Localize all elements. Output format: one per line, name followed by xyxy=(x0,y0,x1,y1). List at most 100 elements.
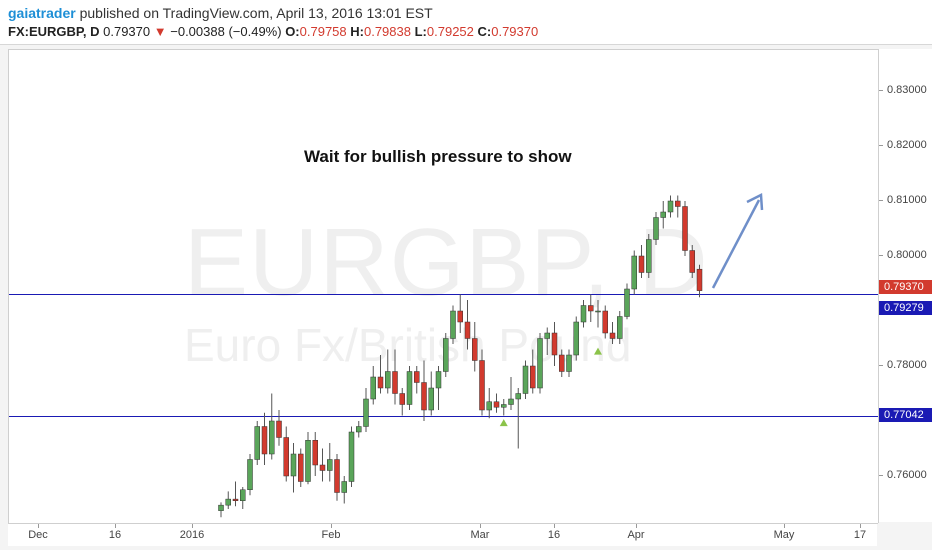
candle[interactable] xyxy=(254,421,260,465)
candle-body-up xyxy=(537,338,543,389)
candle[interactable] xyxy=(443,333,449,377)
candle[interactable] xyxy=(225,491,231,509)
candle[interactable] xyxy=(363,388,369,432)
candle-body-up xyxy=(406,371,413,405)
candle[interactable] xyxy=(675,195,681,218)
price-tick: 0.83000 xyxy=(887,84,927,96)
time-tick-mark xyxy=(554,524,555,528)
candle[interactable] xyxy=(544,327,550,356)
candle[interactable] xyxy=(414,366,420,394)
low-label: L: xyxy=(414,24,427,39)
time-tick-mark xyxy=(636,524,637,528)
candle[interactable] xyxy=(479,349,485,416)
price-axis[interactable]: 0.83000 0.82000 0.81000 0.80000 0.78000 … xyxy=(878,49,932,522)
candle[interactable] xyxy=(232,481,239,507)
candle[interactable] xyxy=(508,377,514,410)
candle[interactable] xyxy=(638,245,645,278)
time-tick: Apr xyxy=(627,529,645,541)
candle[interactable] xyxy=(334,454,340,501)
candle[interactable] xyxy=(276,410,282,446)
candle[interactable] xyxy=(689,245,695,278)
candle[interactable] xyxy=(631,250,637,295)
candle[interactable] xyxy=(472,322,478,372)
candle[interactable] xyxy=(435,366,442,410)
candle[interactable] xyxy=(537,333,543,394)
candle-body-up xyxy=(327,459,333,471)
candle-body-down xyxy=(675,200,681,207)
candle[interactable] xyxy=(450,305,456,345)
candle[interactable] xyxy=(551,322,558,366)
time-tick: 17 xyxy=(853,529,867,541)
candle[interactable] xyxy=(522,360,529,400)
candle[interactable] xyxy=(609,322,616,344)
candle[interactable] xyxy=(646,234,652,278)
candle[interactable] xyxy=(653,212,659,245)
candle[interactable] xyxy=(660,201,666,229)
symbol-label[interactable]: FX:EURGBP, D xyxy=(8,24,100,39)
candle[interactable] xyxy=(298,448,304,488)
price-tick: 0.78000 xyxy=(887,359,927,371)
time-axis[interactable]: Dec 16 2016 Feb Mar 16 Apr May 17 xyxy=(8,523,877,546)
candle[interactable] xyxy=(588,294,594,323)
candle[interactable] xyxy=(305,432,311,485)
author-link[interactable]: gaiatrader xyxy=(8,5,76,21)
candle[interactable] xyxy=(290,443,297,493)
candle[interactable] xyxy=(261,412,268,465)
candle[interactable] xyxy=(385,349,391,394)
price-tick: 0.81000 xyxy=(887,194,927,206)
high-label: H: xyxy=(350,24,364,39)
candle[interactable] xyxy=(240,487,246,509)
candle-body-down xyxy=(276,420,282,438)
time-tick: 16 xyxy=(108,529,122,541)
candle[interactable] xyxy=(501,399,507,416)
resistance-line[interactable] xyxy=(9,294,878,295)
candle-body-up xyxy=(356,426,362,433)
candle[interactable] xyxy=(348,426,355,488)
candle[interactable] xyxy=(682,201,688,256)
candle[interactable] xyxy=(696,264,703,298)
candle[interactable] xyxy=(421,360,427,422)
candle[interactable] xyxy=(515,388,521,449)
candle[interactable] xyxy=(493,393,500,413)
support-line[interactable] xyxy=(9,416,878,417)
candle[interactable] xyxy=(341,476,347,504)
candle[interactable] xyxy=(573,316,579,361)
price-tick: 0.76000 xyxy=(887,469,927,481)
candle[interactable] xyxy=(406,366,413,410)
candle-body-down xyxy=(283,437,289,477)
candle[interactable] xyxy=(428,371,434,416)
candle[interactable] xyxy=(595,300,601,328)
candle[interactable] xyxy=(464,300,471,350)
candle-body-down xyxy=(334,459,340,493)
candle[interactable] xyxy=(580,300,587,328)
candle-body-up xyxy=(580,305,587,323)
candle[interactable] xyxy=(667,195,674,218)
candle[interactable] xyxy=(218,502,224,518)
candle[interactable] xyxy=(559,349,565,378)
annotation-text[interactable]: Wait for bullish pressure to show xyxy=(304,147,572,166)
candle[interactable] xyxy=(624,283,630,320)
signal-marker-icon xyxy=(499,419,508,427)
candle[interactable] xyxy=(327,443,333,482)
chart-pane[interactable]: EURGBP, D Euro Fx/British Pound Wait for… xyxy=(8,49,879,524)
candle[interactable] xyxy=(377,355,384,394)
candle[interactable] xyxy=(356,421,362,438)
candle[interactable] xyxy=(269,393,275,460)
candle[interactable] xyxy=(283,426,289,482)
candle[interactable] xyxy=(617,311,623,344)
candle[interactable] xyxy=(457,294,463,334)
candle[interactable] xyxy=(602,305,608,339)
candle[interactable] xyxy=(399,388,405,416)
candle[interactable] xyxy=(319,448,326,482)
candle[interactable] xyxy=(247,454,253,496)
last-price: 0.79370 xyxy=(103,24,151,39)
candle[interactable] xyxy=(530,349,536,394)
time-tick-mark xyxy=(784,524,785,528)
candle[interactable] xyxy=(392,349,398,405)
candle[interactable] xyxy=(486,388,492,419)
candle-body-down xyxy=(399,393,405,405)
candle[interactable] xyxy=(312,432,318,476)
candle[interactable] xyxy=(370,366,376,405)
candle-body-up xyxy=(290,453,297,477)
candle[interactable] xyxy=(566,349,572,378)
